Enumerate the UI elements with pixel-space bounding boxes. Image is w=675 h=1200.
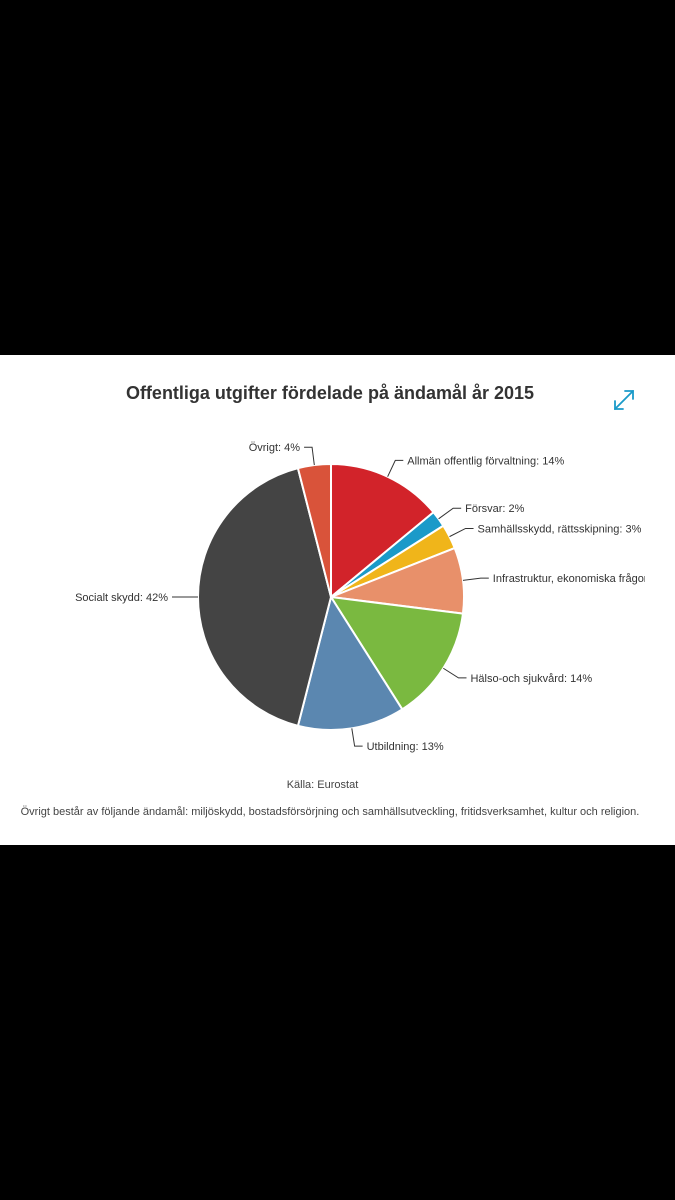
- expand-arrows-icon: [614, 390, 634, 410]
- pie-slice-7[interactable]: [197, 466, 333, 728]
- slice-label-1: Allmän offentlig förvaltning: 14%: [407, 455, 564, 467]
- slice-label-7: Socialt skydd: 42%: [75, 592, 168, 604]
- source-note: Källa: Eurostat: [286, 779, 359, 791]
- expand-button[interactable]: [610, 386, 638, 414]
- footnote: Övrigt består av följande ändamål: miljö…: [20, 806, 640, 818]
- chart-title: Offentliga utgifter fördelade på ändamål…: [125, 383, 535, 403]
- leader-line-5: [443, 667, 467, 679]
- leader-line-8: [304, 446, 315, 466]
- leader-line-3: [449, 527, 474, 538]
- leader-line-2: [438, 507, 462, 520]
- pie-slice-1[interactable]: [330, 462, 435, 600]
- slice-label-6: Utbildning: 13%: [367, 741, 444, 753]
- slice-label-3: Samhällsskydd, rättsskipning: 3%: [478, 523, 642, 535]
- leader-line-4: [462, 577, 489, 581]
- pie-slice-5[interactable]: [329, 595, 465, 711]
- slice-label-8: Övrigt: 4%: [249, 442, 301, 454]
- leader-line-1: [387, 459, 404, 477]
- slice-label-5: Hälso-och sjukvård: 14%: [470, 673, 592, 685]
- chart-panel: Offentliga utgifter fördelade på ändamål…: [0, 355, 675, 845]
- leader-line-6: [351, 728, 363, 747]
- slice-label-4: Infrastruktur, ekonomiska frågor: 8%: [493, 573, 645, 585]
- pie-chart: Allmän offentlig förvaltning: 14% Försvar…: [75, 442, 645, 753]
- slice-label-2: Försvar: 2%: [465, 503, 525, 515]
